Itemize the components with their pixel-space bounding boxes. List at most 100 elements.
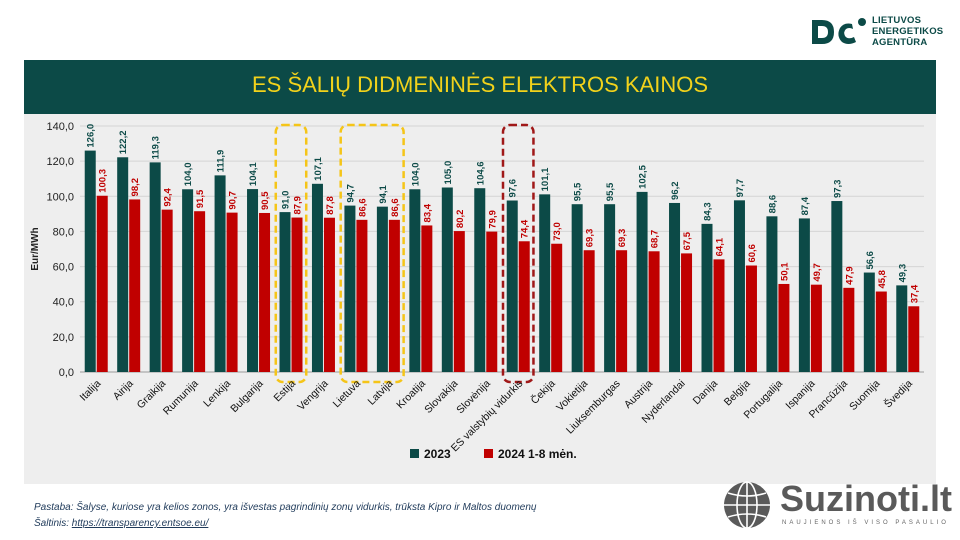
bar-2023 <box>539 194 551 372</box>
bar-2024 <box>453 231 465 372</box>
bar-2024 <box>356 219 368 372</box>
bar-chart: 0,0 20,0 40,0 60,0 80,0 100,0 120,0 140,0 Eur/MW… <box>30 121 924 461</box>
data-label-2023: 104,0 <box>410 162 421 186</box>
y-axis-title: Eur/MWh <box>30 227 41 270</box>
y-tick-label: 20,0 <box>53 332 74 344</box>
bar-2023 <box>831 201 843 372</box>
data-label-2024: 98,2 <box>130 178 141 197</box>
bar-2023 <box>441 187 453 372</box>
data-label-2024: 69,3 <box>617 229 628 248</box>
bar-2023 <box>474 188 486 372</box>
bar-2023 <box>669 202 681 372</box>
data-label-2024: 87,9 <box>293 196 304 215</box>
data-label-2024: 37,4 <box>909 284 920 303</box>
source-link[interactable]: https://transparency.entsoe.eu/ <box>71 518 209 529</box>
data-label-2023: 111,9 <box>216 150 227 173</box>
bar-2024 <box>713 259 725 372</box>
data-label-2023: 96,2 <box>670 181 681 200</box>
data-label-2023: 126,0 <box>86 124 97 148</box>
legend-label-2024: 2024 1-8 mėn. <box>498 447 577 461</box>
bar-2024 <box>129 199 141 372</box>
bar-2024 <box>96 195 108 372</box>
legend-swatch-2023 <box>410 449 419 458</box>
data-label-2024: 80,2 <box>455 210 466 229</box>
chart-title: ES ŠALIŲ DIDMENINĖS ELEKTROS KAINOS <box>251 72 708 97</box>
data-label-2024: 64,1 <box>715 237 726 256</box>
data-label-2024: 68,7 <box>650 230 661 249</box>
x-tick-label: Lenkija <box>201 378 233 410</box>
data-label-2023: 104,0 <box>183 162 194 186</box>
bar-2024 <box>388 219 400 372</box>
highlight-box-yellow <box>274 123 308 384</box>
bar-2023 <box>733 200 745 372</box>
bar-2024 <box>194 211 206 372</box>
bar-2024 <box>486 231 498 372</box>
logo-line-3: AGENTŪRA <box>872 37 928 48</box>
data-label-2024: 49,7 <box>812 263 823 282</box>
data-label-2023: 104,1 <box>248 162 259 186</box>
data-label-2024: 86,6 <box>357 198 368 217</box>
bar-2023 <box>798 218 810 372</box>
data-label-2023: 95,5 <box>573 182 584 201</box>
bar-2023 <box>636 191 648 372</box>
bar-2023 <box>766 216 778 372</box>
data-label-2023: 91,0 <box>281 191 292 210</box>
bar-2023 <box>149 162 161 372</box>
data-label-2023: 84,3 <box>703 202 714 221</box>
x-tick-label: Slovakija <box>422 378 460 416</box>
data-label-2024: 100,3 <box>98 169 109 193</box>
source-label: Šaltinis: <box>34 518 72 529</box>
bar-2024 <box>648 251 660 372</box>
data-label-2024: 79,9 <box>487 210 498 229</box>
data-label-2024: 83,4 <box>422 203 433 222</box>
bar-2023 <box>571 204 583 372</box>
highlight-box-red <box>501 123 535 384</box>
bar-2024 <box>259 212 271 372</box>
bar-2023 <box>409 189 421 372</box>
x-tick-label: Bulgarija <box>228 378 265 415</box>
bar-2023 <box>117 157 129 372</box>
bar-2024 <box>745 265 757 372</box>
bar-2023 <box>604 204 616 372</box>
bar-2024 <box>908 306 920 372</box>
bar-2024 <box>421 225 433 372</box>
bar-2023 <box>182 189 194 372</box>
bar-2024 <box>291 217 303 372</box>
data-label-2023: 94,1 <box>378 184 389 203</box>
title-banner: ES ŠALIŲ DIDMENINĖS ELEKTROS KAINOS <box>24 60 936 114</box>
data-label-2024: 90,7 <box>228 191 239 210</box>
bar-2024 <box>518 241 530 372</box>
legend-swatch-2024 <box>484 449 493 458</box>
bar-2024 <box>226 212 238 372</box>
y-tick-label: 40,0 <box>53 297 74 309</box>
bar-2024 <box>810 284 822 372</box>
agency-logo-text: LIETUVOS ENERGETIKOS AGENTŪRA <box>872 15 943 48</box>
data-label-2024: 73,0 <box>552 222 563 241</box>
footnote-source: Šaltinis: https://transparency.entsoe.eu… <box>34 516 536 532</box>
watermark: Suzinoti.lt NAUJIENOS IŠ VISO PASAULIO <box>722 478 958 534</box>
bar-2023 <box>247 189 259 372</box>
bar-2024 <box>778 283 790 372</box>
data-label-2024: 60,6 <box>747 244 758 263</box>
data-label-2024: 69,3 <box>585 229 596 248</box>
data-label-2023: 95,5 <box>605 182 616 201</box>
data-label-2024: 74,4 <box>520 219 531 238</box>
agency-logo-icon <box>812 18 866 44</box>
bar-2023 <box>701 223 713 372</box>
logo-line-1: LIETUVOS <box>872 15 922 26</box>
globe-icon <box>724 481 770 529</box>
data-label-2024: 87,8 <box>325 196 336 215</box>
bar-2023 <box>84 150 96 372</box>
data-label-2023: 87,4 <box>800 196 811 215</box>
logo-line-2: ENERGETIKOS <box>872 26 944 37</box>
data-label-2024: 92,4 <box>163 187 174 206</box>
y-tick-label: 80,0 <box>53 226 74 238</box>
data-label-2023: 119,3 <box>151 136 162 159</box>
x-tick-label: Rumunija <box>161 378 201 418</box>
data-label-2024: 50,1 <box>779 262 790 281</box>
bar-2023 <box>279 212 291 372</box>
y-tick-label: 140,0 <box>46 121 74 133</box>
watermark-tagline: NAUJIENOS IŠ VISO PASAULIO <box>782 520 949 526</box>
watermark-name: Suzinoti.lt <box>780 478 952 519</box>
data-label-2024: 45,8 <box>877 270 888 289</box>
